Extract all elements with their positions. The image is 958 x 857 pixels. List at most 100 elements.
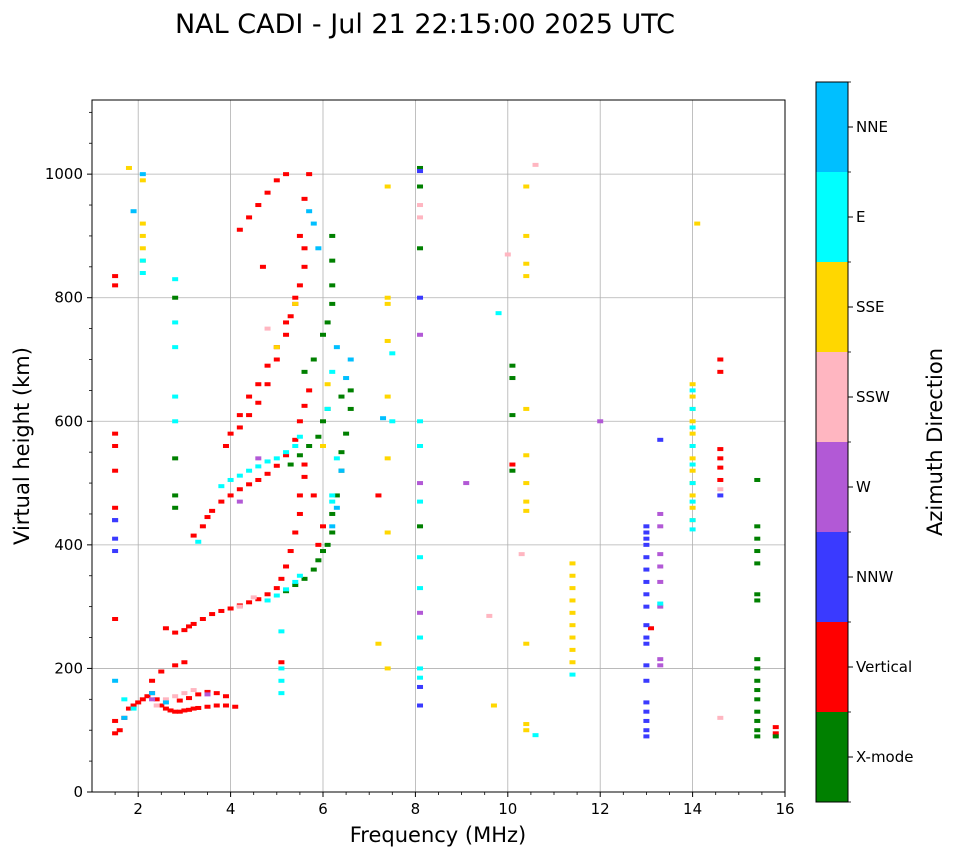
echo-point [717,493,724,498]
echo-point [523,184,530,189]
echo-point [250,595,257,600]
echo-point [227,493,234,498]
colorbar-segment [816,712,848,802]
echo-point [255,597,262,602]
echo-point [389,419,396,424]
echo-point [292,530,299,535]
echo-point [384,456,391,461]
colorbar-label: Vertical [856,658,912,676]
echo-point [643,579,650,584]
echo-point [569,561,576,566]
echo-point [384,295,391,300]
echo-point [112,444,119,448]
echo-point [186,624,193,629]
echo-point [380,416,387,421]
echo-point [301,462,308,467]
x-tick-label: 10 [498,800,517,818]
echo-point [112,431,119,436]
echo-point [172,394,179,399]
echo-point [236,425,243,430]
echo-point [139,172,146,177]
echo-point [296,434,303,439]
echo-point [112,283,119,288]
echo-point [287,314,294,319]
echo-point [689,493,696,498]
echo-point [417,586,424,591]
echo-point [523,274,530,279]
echo-point [417,499,424,504]
echo-point [218,608,225,613]
echo-point [167,708,174,713]
echo-point [523,406,530,411]
echo-point [384,666,391,671]
echo-point [343,376,350,381]
echo-point [296,419,303,424]
echo-point [754,666,761,671]
echo-point [689,406,696,411]
echo-point [389,351,396,356]
echo-point [236,473,243,478]
echo-point [264,459,271,464]
echo-point [338,394,345,399]
echo-point [301,196,308,201]
echo-point [306,209,313,214]
echo-point [301,403,308,408]
echo-point [523,481,530,486]
echo-point [306,444,313,448]
echo-point [532,162,539,167]
echo-point [754,728,761,733]
echo-point [417,444,424,448]
echo-point [689,505,696,510]
echo-point [694,221,701,226]
echo-point [657,437,664,442]
echo-point [509,462,516,467]
colorbar-segment [816,532,848,622]
echo-point [209,508,216,513]
echo-point [278,629,285,634]
echo-point [597,419,604,424]
echo-point [417,419,424,424]
colorbar-segment [816,82,848,172]
echo-point [689,462,696,467]
echo-point [643,567,650,572]
echo-point [657,564,664,569]
colorbar-segment [816,622,848,712]
echo-point [292,444,299,448]
echo-point [417,675,424,680]
x-tick-label: 4 [226,800,236,818]
echo-traces [112,162,779,739]
echo-point [130,209,137,214]
echo-point [264,471,271,476]
echo-point [643,604,650,609]
echo-point [162,700,169,705]
echo-point [717,477,724,482]
echo-point [139,178,146,183]
echo-point [310,357,317,362]
echo-point [643,709,650,714]
echo-point [112,718,119,723]
echo-point [181,628,188,633]
echo-point [306,172,313,177]
echo-point [717,357,724,362]
echo-point [523,728,530,733]
echo-point [139,697,146,702]
echo-point [139,258,146,263]
echo-point [199,617,206,621]
y-tick-label: 400 [54,536,83,554]
echo-point [130,706,137,711]
echo-point [172,493,179,498]
echo-point [172,345,179,350]
echo-point [287,462,294,467]
echo-point [569,610,576,615]
echo-point [246,600,253,605]
echo-point [329,233,336,238]
echo-point [190,533,197,538]
echo-point [195,692,202,697]
echo-point [569,573,576,578]
echo-point [689,388,696,393]
echo-point [190,688,197,693]
echo-point [754,678,761,683]
echo-point [324,406,331,411]
echo-point [717,456,724,461]
echo-point [347,357,354,362]
